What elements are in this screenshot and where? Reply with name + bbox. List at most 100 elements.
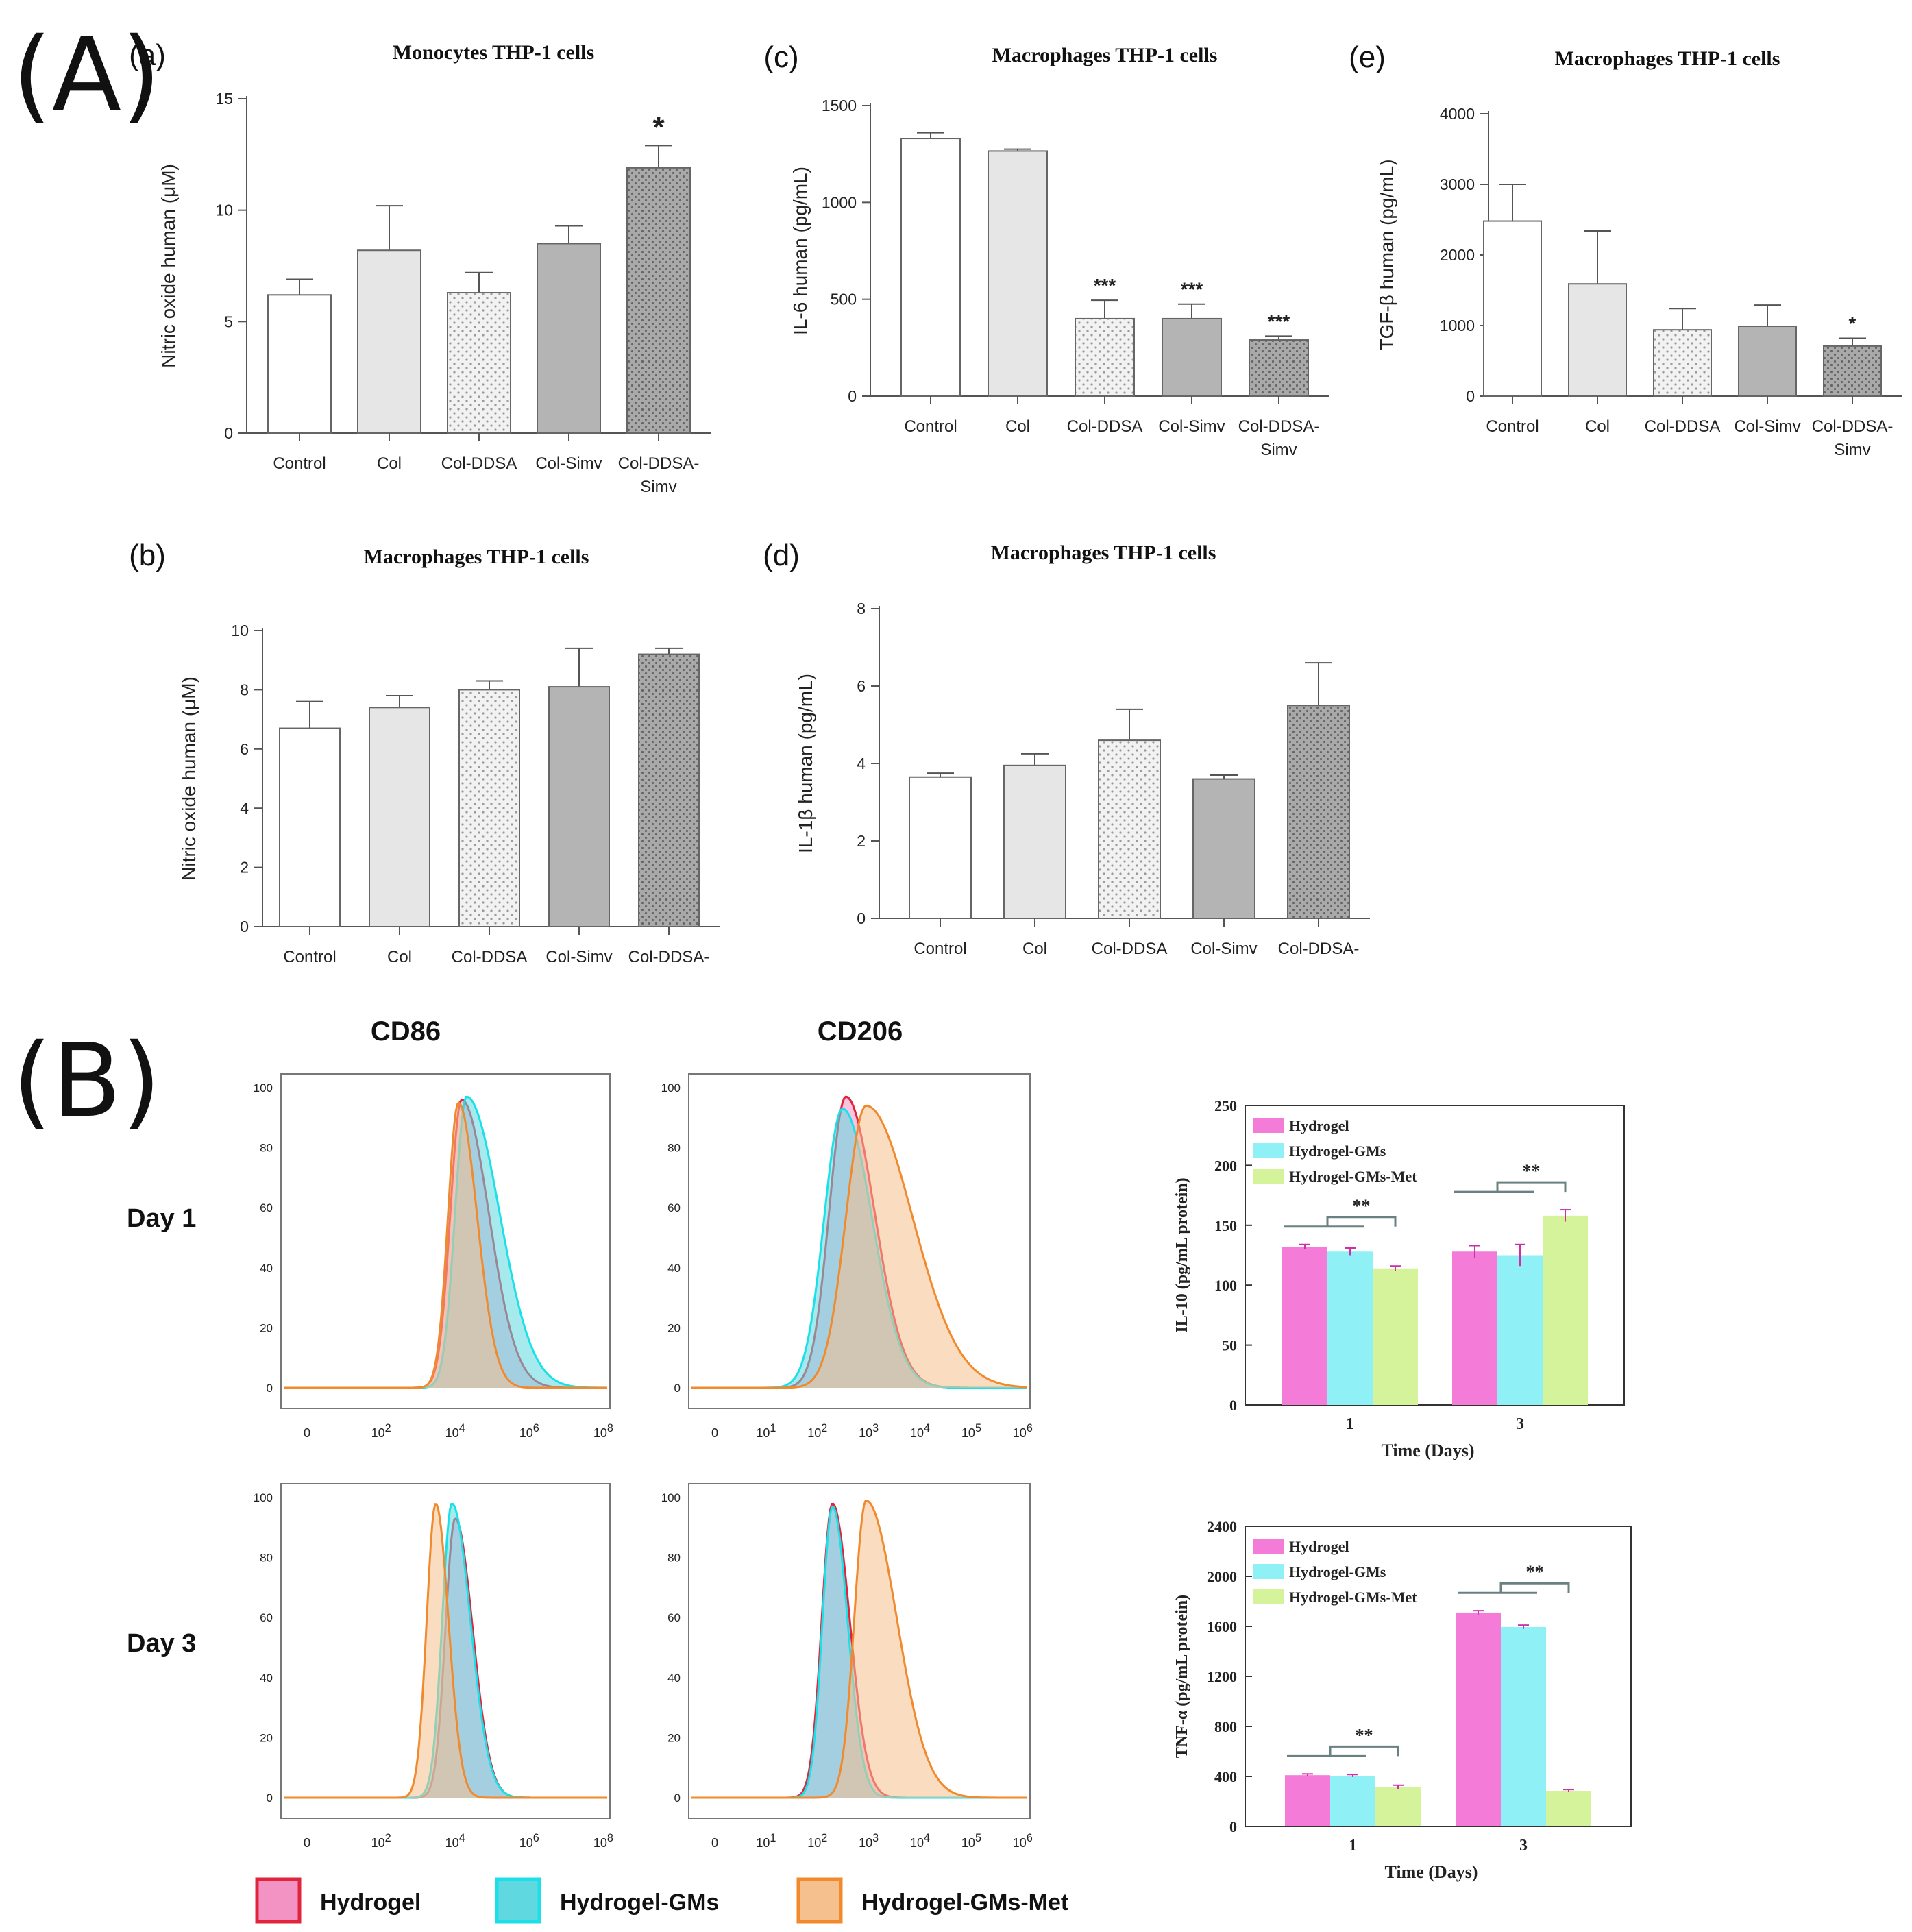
bar [1483,220,1542,397]
x-tick-label: Col-DDSA- [1812,417,1893,436]
y-tick-label: 0 [1229,1397,1237,1414]
x-tick-label: Col-Simv [1158,417,1225,436]
x-tick-label: 103 [859,1422,879,1440]
legend-swatch [796,1877,843,1924]
x-tick-label: Col-Simv [546,948,612,966]
histogram-fill-hydrogel-gms-met [691,1500,1027,1798]
histogram-fill-hydrogel-gms-met [284,1103,607,1388]
y-tick-label: 5 [224,313,233,330]
bar [1738,326,1797,397]
x-tick-label: 102 [371,1422,391,1440]
bar [1192,778,1255,919]
x-tick-label: Col-DDSA [441,454,517,473]
x-tick-label: Col-DDSA [1645,417,1721,436]
legend-swatch [495,1877,541,1924]
section-label-a: (A) [12,16,161,134]
y-tick-label: 0 [674,1382,681,1395]
y-tick-label: 100 [1214,1277,1237,1294]
y-tick-label: 2 [857,832,866,850]
y-tick-label: 100 [254,1081,273,1095]
y-tick-label: 100 [661,1491,681,1504]
x-tick-label: Col-Simv [1190,940,1257,958]
y-tick-label: 60 [260,1201,273,1214]
y-tick-label: 0 [674,1792,681,1805]
bar-hydrogel-gms [1330,1776,1375,1826]
bar [1162,317,1222,397]
panel-label: (e) [1349,40,1386,74]
legend-swatch [1253,1169,1284,1184]
bar-hydrogel-gms [1327,1251,1373,1405]
x-tick-label: Col [1585,417,1610,436]
panel-label: (c) [763,40,798,74]
significance-bracket [1329,1745,1399,1757]
legend-swatch [1253,1539,1284,1554]
x-tick-label: Control [904,417,957,436]
legend-swatch [1253,1118,1284,1133]
x-tick-label: Control [1486,417,1539,436]
bar-hydrogel [1285,1775,1330,1826]
y-tick-label: 250 [1214,1097,1237,1114]
y-tick-label: 1000 [1440,317,1475,334]
y-tick-label: 0 [1229,1818,1237,1835]
y-tick-label: 8 [857,600,866,617]
x-tick-label: 0 [304,1836,310,1850]
bar-charts-a: (a) Monocytes THP-1 cells 0 5 10 15 Nitric oxi… [129,38,1902,966]
x-tick-label: Col [1005,417,1030,436]
legend-swatch [1253,1589,1284,1604]
bar-hydrogel [1282,1247,1327,1405]
legend-label: Hydrogel [1289,1117,1349,1134]
bar [1823,345,1882,397]
chart-il10: 0 50 100 150 200 250 IL-10 (pg/mL protein) Time… [1173,1097,1625,1460]
x-tick-label: 103 [859,1832,879,1850]
y-tick-label: 400 [1214,1768,1237,1785]
bar-hydrogel-gms-met [1546,1790,1591,1826]
column-header-cd206: CD206 [818,1016,903,1047]
x-tick-label: 0 [711,1836,718,1850]
y-tick-label: 40 [667,1262,681,1275]
bar [626,167,691,434]
legend-label: Hydrogel [320,1890,421,1916]
bar [548,686,610,928]
y-tick-label: 0 [224,424,233,442]
y-tick-label: 0 [857,909,866,927]
y-tick-label: 0 [267,1792,273,1805]
x-tick-label: 102 [371,1832,391,1850]
x-tick-label: 101 [756,1832,776,1850]
y-axis-label: TNF-α (pg/mL protein) [1173,1595,1191,1758]
chart-title: Macrophages THP-1 cells [1555,47,1780,70]
chart-e: (e) Macrophages THP-1 cells 0 1000 2000 3000 4… [1349,40,1902,459]
bar-hydrogel-gms [1501,1626,1546,1826]
x-tick-label: Col-DDSA- [628,948,710,966]
bar [1287,705,1350,919]
chart-title: Macrophages THP-1 cells [992,44,1218,66]
bar [447,292,511,435]
x-tick-label: Col [1022,940,1047,958]
y-tick-label: 40 [260,1672,273,1685]
y-axis-label: IL-10 (pg/mL protein) [1173,1177,1191,1332]
histogram-fill-hydrogel-gms-met [284,1504,607,1798]
x-tick-label: 104 [910,1422,930,1440]
x-tick-label: Col-DDSA [452,948,528,966]
x-tick-label: Col [377,454,402,473]
bar [900,138,961,397]
y-tick-label: 10 [231,622,249,639]
bar-hydrogel-gms-met [1373,1268,1418,1405]
x-axis-label: Time (Days) [1381,1441,1474,1460]
legend-label: Hydrogel-GMs-Met [861,1890,1068,1916]
y-axis-label: Nitric oxide human (μM) [158,164,179,368]
bar [638,653,700,927]
legend-label: Hydrogel-GMs [1289,1142,1386,1160]
significance-label: * [1849,313,1856,334]
histogram-cd86-day-1: 100 80 60 40 20 0 0 102 104 106 108 [254,1073,613,1440]
bar [1098,739,1161,919]
y-tick-label: 200 [1214,1157,1237,1174]
y-tick-label: 2400 [1207,1518,1237,1535]
y-tick-label: 0 [240,918,249,936]
legend-label: Hydrogel-GMs-Met [1289,1168,1417,1185]
y-tick-label: 20 [667,1731,681,1744]
y-tick-label: 4 [240,799,249,817]
bar [1249,339,1309,398]
y-tick-label: 2 [240,859,249,877]
y-tick-label: 500 [831,291,857,308]
